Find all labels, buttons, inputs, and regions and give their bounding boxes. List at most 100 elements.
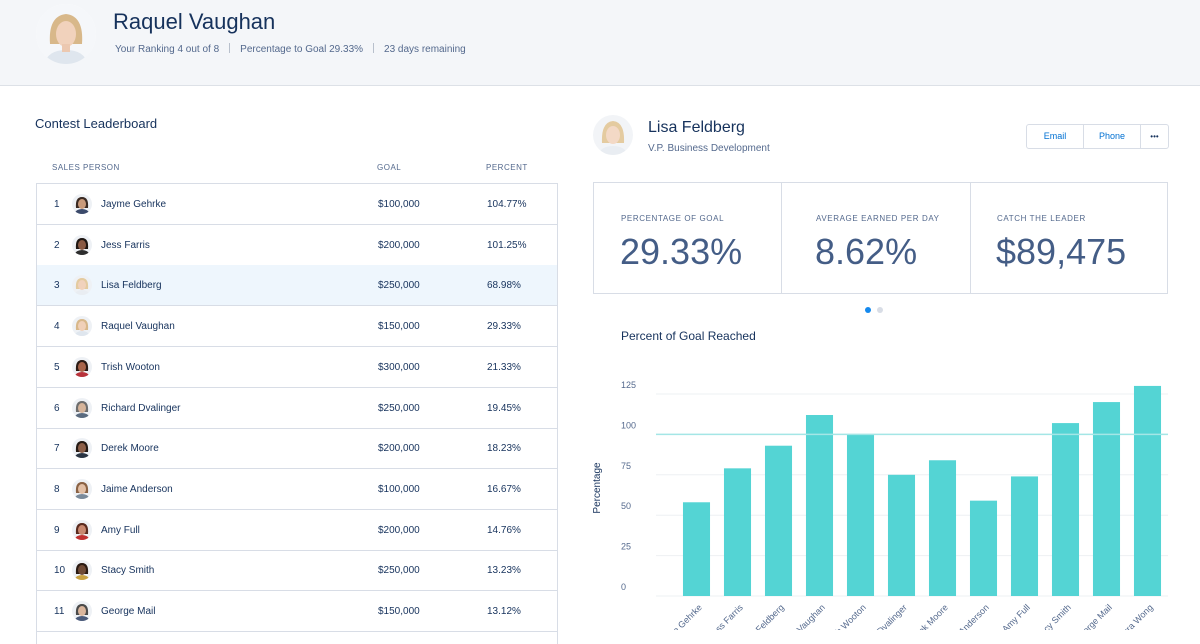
more-actions-button[interactable]: ••• (1150, 132, 1159, 141)
leaderboard-title: Contest Leaderboard (35, 116, 158, 131)
row-name[interactable]: Derek Moore (101, 443, 159, 455)
row-name[interactable]: Lisa Feldberg (101, 280, 162, 292)
bar (682, 502, 711, 596)
table-row[interactable]: 6 Richard Dvalinger $250,000 19.45% (37, 388, 557, 429)
y-tick-label: 75 (621, 461, 631, 471)
row-rank: 6 (54, 402, 60, 414)
row-percent: 104.77% (487, 199, 527, 210)
row-goal: $150,000 (378, 321, 420, 333)
table-row[interactable]: 3 Lisa Feldberg $250,000 68.98% (37, 265, 557, 307)
table-row[interactable]: 8 Jaime Anderson $100,000 16.67% (37, 469, 557, 510)
row-rank: 5 (54, 361, 60, 373)
bar (846, 434, 875, 596)
row-goal: $250,000 (378, 565, 420, 577)
divider (781, 183, 782, 293)
y-tick-label: 50 (621, 501, 631, 511)
table-row[interactable]: 7 Derek Moore $200,000 18.23% (37, 428, 557, 470)
bar (928, 460, 957, 596)
row-name[interactable]: Trish Wooton (101, 361, 160, 373)
bar (1092, 402, 1121, 596)
column-header-goal[interactable]: GOAL (377, 163, 402, 172)
row-name[interactable]: Jaime Anderson (101, 483, 173, 495)
stat-value: 8.62% (815, 231, 918, 272)
user-stats: Your Ranking 4 out of 8 Percentage to Goa… (115, 43, 466, 55)
x-tick-label: Jess Farris (707, 602, 746, 630)
table-row[interactable]: 9 Amy Full $200,000 14.76% (37, 510, 557, 551)
chart-title: Percent of Goal Reached (621, 329, 756, 343)
row-avatar (72, 601, 92, 621)
page-header: Raquel Vaughan Your Ranking 4 out of 8 Pe… (0, 0, 1200, 86)
phone-button[interactable]: Phone (1084, 125, 1141, 148)
row-goal: $100,000 (378, 483, 420, 495)
bar (723, 468, 752, 596)
divider (229, 43, 231, 53)
carousel-dot-active[interactable] (865, 307, 871, 313)
stat-label: CATCH THE LEADER (997, 214, 1086, 223)
stat-average-earned-per-day: AVERAGE EARNED PER DAY 8.62% (789, 183, 977, 293)
stat-percentage-of-goal: PERCENTAGE OF GOAL 29.33% (594, 183, 782, 293)
row-goal: $200,000 (378, 443, 420, 455)
y-tick-label: 125 (621, 380, 636, 390)
bar (764, 445, 793, 596)
x-tick-label: Lisa Feldberg (740, 602, 786, 630)
row-goal: $150,000 (378, 606, 420, 617)
table-row[interactable]: 2 Jess Farris $200,000 101.25% (37, 225, 557, 266)
table-row[interactable]: 5 Trish Wooton $300,000 21.33% (37, 347, 557, 388)
row-name[interactable]: Raquel Vaughan (101, 321, 175, 333)
row-name[interactable]: George Mail (101, 606, 156, 617)
row-avatar (72, 234, 92, 255)
row-goal: $100,000 (378, 199, 420, 210)
row-percent: 13.12% (487, 606, 521, 617)
row-rank: 8 (54, 483, 60, 495)
carousel-dot[interactable] (877, 307, 883, 313)
row-avatar (72, 519, 92, 540)
table-row[interactable]: 10 Stacy Smith $250,000 13.23% (37, 550, 557, 592)
x-tick-label: Stacy Smith (1032, 602, 1073, 630)
row-percent: 13.23% (487, 565, 521, 577)
row-name[interactable]: Jayme Gehrke (101, 199, 167, 210)
row-avatar (72, 397, 92, 418)
row-name[interactable]: Richard Dvalinger (101, 402, 181, 414)
row-goal: $200,000 (378, 239, 420, 251)
row-rank: 10 (54, 565, 66, 577)
y-tick-label: 100 (621, 420, 636, 430)
user-name: Raquel Vaughan (113, 9, 276, 34)
email-button[interactable]: Email (1027, 125, 1084, 148)
row-goal: $250,000 (378, 402, 420, 414)
contact-avatar (593, 115, 633, 155)
row-percent: 29.33% (487, 321, 521, 333)
row-avatar (72, 275, 92, 296)
table-row[interactable]: 1 Jayme Gehrke $100,000 104.77% (37, 184, 557, 225)
bar (969, 500, 998, 596)
column-header-percent[interactable]: PERCENT (486, 163, 528, 172)
row-avatar (72, 194, 92, 214)
y-tick-label: 25 (621, 542, 631, 552)
table-row[interactable]: 4 Raquel Vaughan $150,000 29.33% (37, 306, 557, 348)
row-rank: 2 (54, 239, 60, 251)
x-tick-label: Trish Wooton (823, 602, 868, 630)
stat-label: AVERAGE EARNED PER DAY (816, 214, 940, 223)
row-avatar (72, 560, 92, 581)
stat-catch-the-leader: CATCH THE LEADER $89,475 (970, 183, 1166, 293)
row-percent: 18.23% (487, 443, 521, 455)
y-axis-label: Percentage (592, 462, 603, 514)
row-rank: 3 (54, 280, 60, 292)
row-rank: 9 (54, 524, 60, 536)
divider (970, 183, 971, 293)
row-rank: 1 (54, 199, 60, 210)
row-name[interactable]: Jess Farris (101, 239, 150, 251)
row-goal: $250,000 (378, 280, 420, 292)
row-percent: 101.25% (487, 239, 527, 251)
y-tick-label: 0 (621, 582, 626, 592)
row-avatar (72, 478, 92, 499)
row-rank: 4 (54, 321, 60, 333)
row-name[interactable]: Stacy Smith (101, 565, 155, 577)
bar (1051, 423, 1080, 596)
row-name[interactable]: Amy Full (101, 524, 140, 536)
column-header-sales-person[interactable]: SALES PERSON (52, 163, 120, 172)
contact-actions: Email Phone ••• (1026, 124, 1169, 149)
table-row[interactable]: 11 George Mail $150,000 13.12% (37, 591, 557, 632)
contact-name: Lisa Feldberg (648, 119, 745, 136)
contact-role: V.P. Business Development (648, 143, 770, 154)
row-percent: 19.45% (487, 402, 521, 414)
